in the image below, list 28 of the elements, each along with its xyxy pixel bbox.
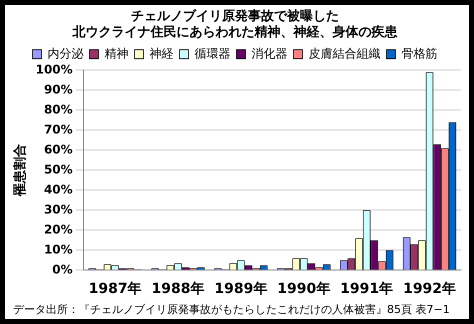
y-tick-label: 50% bbox=[44, 162, 73, 176]
y-tick-label: 80% bbox=[44, 102, 73, 116]
legend-label: 皮膚結合組織 bbox=[308, 46, 380, 60]
x-tick-label: 1987年 bbox=[88, 281, 142, 298]
x-tick-label: 1988年 bbox=[152, 281, 204, 298]
y-tick-label: 10% bbox=[44, 242, 73, 256]
y-tick-label: 60% bbox=[44, 142, 73, 156]
y-tick-label: 100% bbox=[36, 62, 73, 76]
legend-label: 内分泌 bbox=[48, 46, 84, 60]
legend-label: 循環器 bbox=[194, 46, 230, 60]
text: データ出所：『チェルノブイリ原発事故がもたらしたこれだけの人体被害』85頁 表7−1 bbox=[13, 302, 450, 317]
legend-label: 骨格筋 bbox=[402, 46, 438, 60]
x-tick-label: 1990年 bbox=[277, 281, 330, 298]
legend-label: 消化器 bbox=[252, 46, 288, 60]
text: 北ウクライナ住民にあらわれた精神、神経、身体の疾患 bbox=[72, 24, 398, 40]
y-tick-label: 0% bbox=[52, 262, 73, 276]
y-tick-label: 70% bbox=[44, 122, 73, 136]
y-tick-label: 30% bbox=[44, 202, 73, 216]
y-tick-label: 90% bbox=[44, 82, 73, 96]
y-tick-label: 40% bbox=[44, 182, 73, 196]
legend-label: 神経 bbox=[150, 46, 174, 60]
x-tick-label: 1992年 bbox=[403, 281, 456, 298]
y-axis-title: 罹患割合 bbox=[12, 144, 28, 198]
y-tick-label: 20% bbox=[44, 222, 73, 236]
text: チェルノブイリ原発事故で被曝した bbox=[131, 9, 339, 24]
x-tick-label: 1991年 bbox=[340, 281, 394, 298]
x-tick-label: 1989年 bbox=[214, 281, 268, 298]
legend-label: 精神 bbox=[104, 46, 128, 60]
